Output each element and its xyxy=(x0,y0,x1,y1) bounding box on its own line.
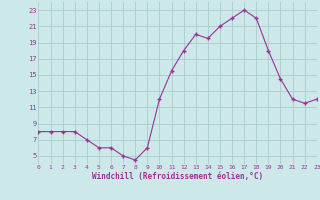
X-axis label: Windchill (Refroidissement éolien,°C): Windchill (Refroidissement éolien,°C) xyxy=(92,172,263,181)
